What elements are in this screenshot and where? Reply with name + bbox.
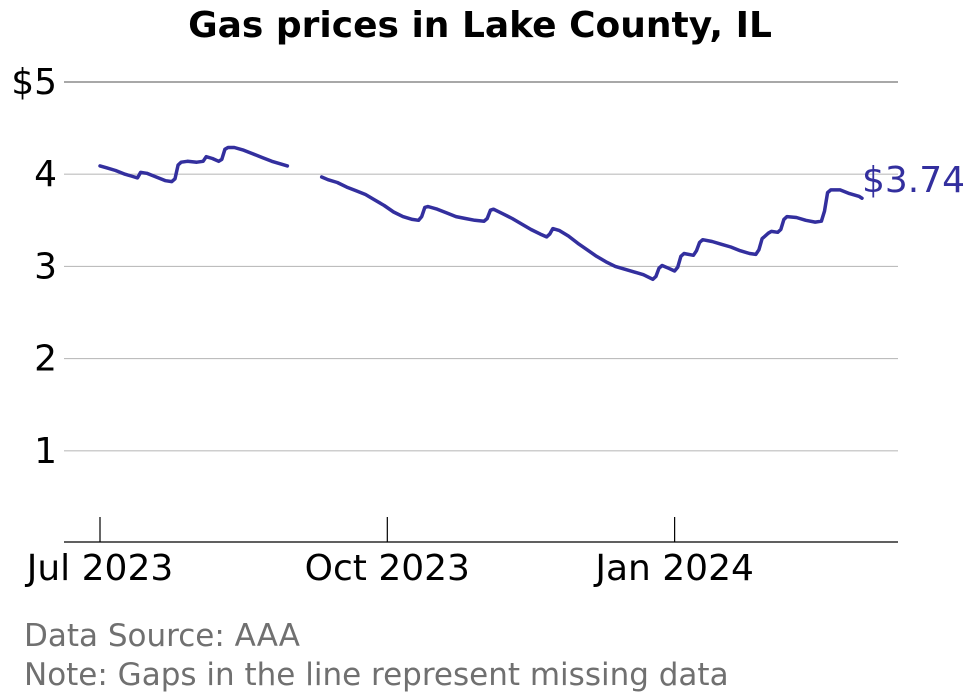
price-line xyxy=(98,145,864,282)
y-tick-label: $5 xyxy=(11,62,57,103)
x-tick-label: Jan 2024 xyxy=(593,548,754,589)
price-line-segment xyxy=(319,175,864,282)
y-tick-label: 3 xyxy=(34,246,57,287)
y-tick-label: 4 xyxy=(34,154,57,195)
y-tick-label: 2 xyxy=(34,339,57,380)
y-axis: $5 4 3 2 1 xyxy=(11,62,57,472)
price-line-segment xyxy=(98,145,290,184)
chart-title: Gas prices in Lake County, IL xyxy=(188,5,772,46)
x-axis: Jul 2023 Oct 2023 Jan 2024 xyxy=(25,517,754,589)
gridlines xyxy=(64,81,898,452)
x-tick-label: Jul 2023 xyxy=(25,548,174,589)
latest-price-label: $3.74 xyxy=(862,160,965,201)
y-tick-label: 1 xyxy=(34,431,57,472)
data-source-note: Data Source: AAA xyxy=(24,618,300,654)
x-tick-label: Oct 2023 xyxy=(305,548,470,589)
missing-data-note: Note: Gaps in the line represent missing… xyxy=(24,657,729,693)
